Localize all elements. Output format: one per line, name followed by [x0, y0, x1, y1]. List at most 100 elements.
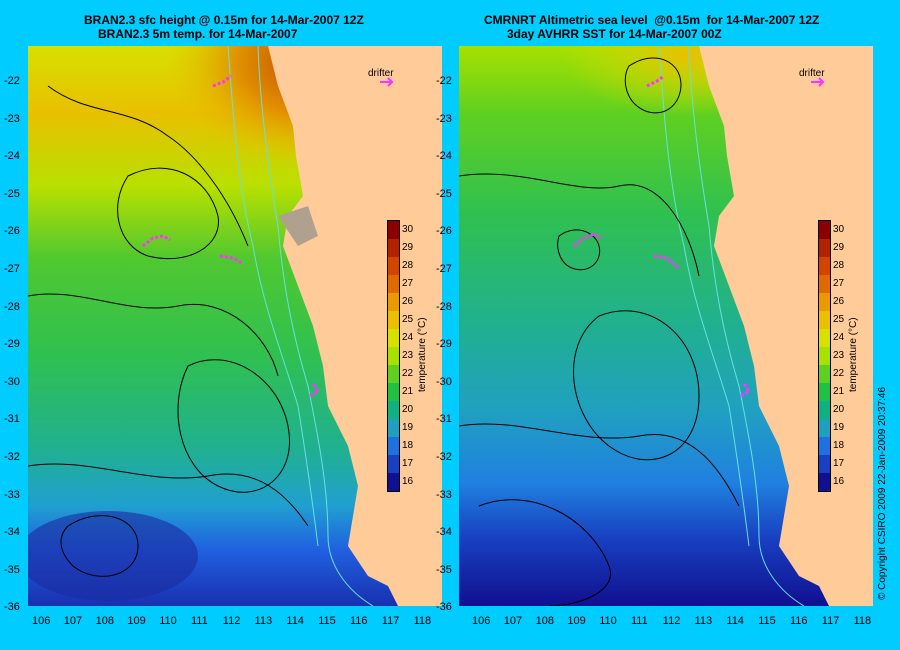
colorbar-segment: [819, 257, 830, 275]
colorbar-segment: [388, 401, 399, 419]
colorbar-segment: [388, 455, 399, 473]
copyright-text: © Copyright CSIRO 2009 22-Jan-2009 20:37…: [877, 386, 888, 600]
colorbar-segment: [819, 401, 830, 419]
colorbar-tick-label: 23: [402, 350, 414, 361]
colorbar-segment: [819, 383, 830, 401]
colorbar-tick-label: 22: [833, 368, 845, 379]
right-colorbar-title: temperature (°C): [848, 317, 859, 392]
latitude-tick-label: -27: [4, 263, 20, 275]
longitude-tick-label: 106: [32, 615, 51, 627]
latitude-tick-label: -25: [4, 187, 20, 200]
right-ssh-contour: [478, 499, 612, 606]
colorbar-segment: [819, 419, 830, 437]
colorbar-segment: [819, 221, 830, 239]
latitude-tick-label: -32: [436, 451, 452, 463]
colorbar-segment: [388, 473, 399, 491]
latitude-tick-label: -24: [4, 150, 20, 163]
right-ssh-contour: [573, 310, 700, 461]
right-colorbar: [818, 220, 831, 492]
colorbar-tick-label: 20: [402, 404, 414, 415]
right-ssh-contour: [459, 423, 740, 507]
colorbar-segment: [388, 257, 399, 275]
longitude-tick-label: 117: [821, 615, 840, 627]
latitude-tick-label: -30: [4, 375, 20, 388]
colorbar-tick-label: 16: [402, 476, 414, 487]
left-cool-eddy: [28, 511, 198, 601]
colorbar-segment: [388, 383, 399, 401]
latitude-tick-label: -22: [436, 75, 452, 87]
latitude-tick-label: -26: [436, 225, 452, 238]
colorbar-segment: [819, 293, 830, 311]
colorbar-tick-label: 25: [402, 314, 414, 325]
left-title-line1: BRAN2.3 sfc height @ 0.15m for 14-Mar-20…: [84, 13, 364, 27]
latitude-tick-label: -30: [436, 375, 452, 388]
left-drifter-track: [142, 74, 321, 398]
colorbar-tick-label: 18: [833, 440, 845, 451]
colorbar-tick-label: 28: [402, 260, 414, 271]
latitude-tick-label: -34: [436, 526, 452, 539]
latitude-tick-label: -28: [436, 300, 452, 313]
left-map-svg: [28, 46, 442, 606]
longitude-tick-label: 114: [286, 615, 304, 627]
right-ssh-contour: [459, 173, 700, 277]
longitude-tick-label: 107: [503, 615, 523, 627]
latitude-tick-label: -24: [436, 150, 452, 163]
longitude-tick-label: 108: [95, 615, 114, 627]
colorbar-segment: [388, 329, 399, 347]
colorbar-tick-label: 30: [833, 224, 845, 235]
colorbar-tick-label: 30: [402, 224, 414, 235]
colorbar-segment: [819, 239, 830, 257]
latitude-tick-label: -22: [4, 75, 20, 87]
left-isobath: [227, 46, 319, 547]
drifter-legend-arrow: [811, 77, 825, 87]
longitude-tick-label: 113: [694, 615, 713, 627]
left-ssh-contour: [28, 293, 279, 377]
right-drifter-track: [573, 74, 752, 398]
longitude-tick-label: 116: [790, 615, 808, 627]
right-map-panel: drifter: [459, 46, 873, 606]
colorbar-tick-label: 26: [402, 296, 414, 307]
colorbar-segment: [388, 293, 399, 311]
longitude-tick-label: 113: [254, 615, 273, 627]
longitude-tick-label: 114: [726, 615, 744, 627]
colorbar-segment: [388, 365, 399, 383]
right-title-line1: CMRNRT Altimetric sea level @0.15m for 1…: [484, 13, 820, 27]
right-isobath: [658, 46, 750, 547]
latitude-tick-label: -29: [436, 338, 452, 351]
right-isobath: [688, 46, 805, 606]
left-title-line2: BRAN2.3 5m temp. for 14-Mar-2007: [98, 27, 298, 41]
colorbar-tick-label: 22: [402, 368, 414, 379]
right-ssh-contour: [557, 229, 601, 271]
colorbar-tick-label: 27: [402, 278, 414, 289]
latitude-tick-label: -36: [4, 601, 20, 614]
right-title-line2: 3day AVHRR SST for 14-Mar-2007 00Z: [507, 27, 722, 41]
colorbar-tick-label: 19: [402, 422, 414, 433]
left-ssh-contour: [177, 359, 290, 493]
colorbar-tick-label: 24: [402, 332, 414, 343]
latitude-tick-label: -32: [4, 451, 20, 463]
left-colorbar: [387, 220, 400, 492]
left-ssh-contour: [60, 515, 139, 577]
colorbar-tick-label: 25: [833, 314, 845, 325]
longitude-tick-label: 110: [159, 615, 177, 627]
colorbar-segment: [388, 239, 399, 257]
colorbar-segment: [819, 455, 830, 473]
colorbar-segment: [819, 365, 830, 383]
right-ssh-contour: [624, 57, 682, 114]
latitude-tick-label: -27: [436, 263, 452, 275]
latitude-tick-label: -26: [4, 225, 20, 238]
colorbar-segment: [388, 347, 399, 365]
colorbar-segment: [388, 419, 399, 437]
latitude-tick-label: -23: [436, 112, 452, 125]
colorbar-tick-label: 29: [833, 242, 845, 253]
colorbar-tick-label: 17: [833, 458, 845, 469]
left-colorbar-title: temperature (°C): [417, 317, 428, 392]
colorbar-tick-label: 21: [402, 386, 414, 397]
longitude-tick-label: 110: [599, 615, 617, 627]
colorbar-tick-label: 28: [833, 260, 845, 271]
longitude-tick-label: 108: [535, 615, 554, 627]
colorbar-tick-label: 20: [833, 404, 845, 415]
latitude-tick-label: -36: [436, 601, 452, 614]
longitude-tick-label: 116: [350, 615, 368, 627]
latitude-tick-label: -34: [4, 526, 20, 539]
